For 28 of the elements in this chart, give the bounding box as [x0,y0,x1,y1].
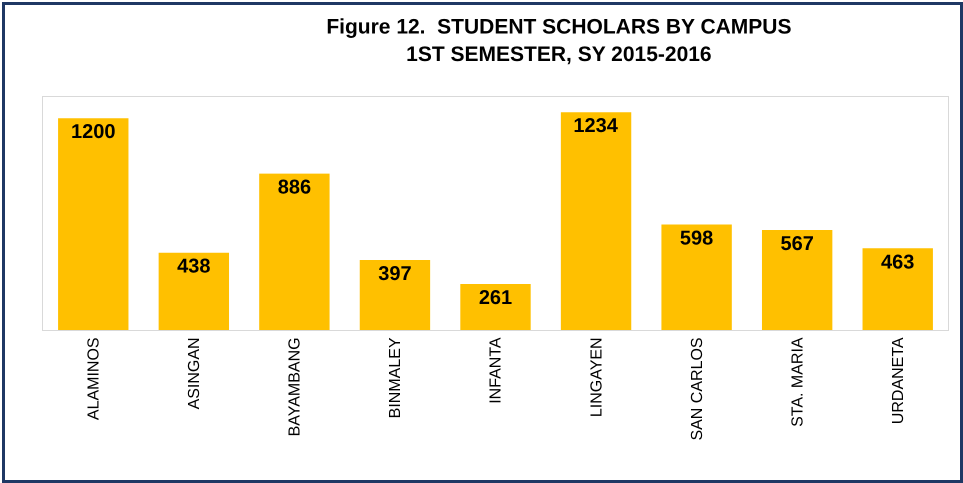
x-tick-label: SAN CARLOS [688,337,706,441]
data-label: 886 [278,176,312,199]
x-tick-label: URDANETA [890,337,907,424]
bar [661,224,732,330]
data-label: 438 [177,256,211,278]
bar [862,248,933,330]
data-label: 261 [478,286,512,309]
x-tick-label: BAYAMBANG [286,337,304,436]
x-tick-label: LINGAYEN [588,337,606,418]
data-label: 397 [378,262,412,285]
bar [58,118,128,330]
x-tick-label: ALAMINOS [85,337,102,420]
bar [360,260,430,330]
bar [560,112,632,330]
x-tick-label: ASINGAN [186,337,204,410]
bar [158,252,230,330]
data-label: 598 [680,227,714,250]
chart-title: Figure 12. STUDENT SCHOLARS BY CAMPUS 1ST SEMESTER, SY 2015-2016 [326,16,792,66]
data-label: 1200 [71,121,116,144]
x-tick-label: STA. MARIA [789,337,806,427]
bar [762,230,832,330]
bar [259,174,330,330]
bar [460,284,531,330]
data-label: 1234 [573,115,619,138]
data-label: 567 [780,232,814,255]
x-tick-label: INFANTA [488,337,505,404]
data-label: 463 [881,251,914,274]
x-tick-label: BINMALEY [387,337,404,418]
